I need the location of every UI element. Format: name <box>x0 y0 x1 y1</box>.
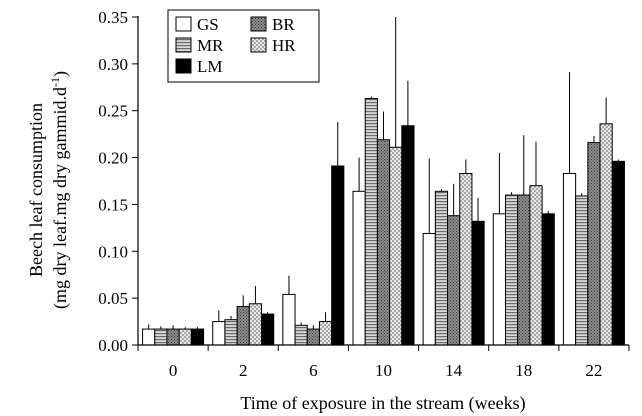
bar-lm-week-0 <box>190 328 205 346</box>
legend-label-mr: MR <box>197 36 224 55</box>
y-tick-label: 0.15 <box>98 195 128 214</box>
x-tick-label: 18 <box>515 361 532 380</box>
bar-gs-week-6 <box>282 293 296 346</box>
bar-br-week-22 <box>587 142 601 346</box>
x-tick-label: 0 <box>169 361 178 380</box>
x-tick-label: 22 <box>585 361 602 380</box>
bar-lm-week-6 <box>331 165 345 346</box>
y-axis-title: Beech leaf consumption (mg dry leaf.mg d… <box>26 71 71 309</box>
y-axis: 0.00 0.05 0.10 0.15 0.20 0.25 0.30 0.35 <box>98 8 138 355</box>
bar-lm-week-18 <box>541 213 555 346</box>
y-tick-label: 0.05 <box>98 289 128 308</box>
y-axis-title-line2: (mg dry leaf.mg dry gammid.d-1) <box>48 71 71 309</box>
legend-label-br: BR <box>272 15 295 34</box>
bar-hr-week-18 <box>529 185 543 346</box>
bar-br-week-2 <box>236 306 250 346</box>
y-tick-label: 0.20 <box>98 149 128 168</box>
bar-br-week-10 <box>376 139 391 346</box>
bar-gs-week-10 <box>352 190 366 346</box>
bar-gs-week-18 <box>492 213 506 346</box>
y-tick-label: 0.35 <box>98 8 128 27</box>
bar-mr-week-14 <box>434 190 449 346</box>
legend-label-gs: GS <box>197 15 219 34</box>
legend-swatch-gs <box>175 16 192 32</box>
bar-br-week-14 <box>447 215 461 346</box>
legend-label-hr: HR <box>272 36 296 55</box>
y-axis-title-line1: Beech leaf consumption <box>26 103 46 277</box>
bar-hr-week-6 <box>318 321 333 346</box>
bar-series <box>142 98 625 346</box>
bar-lm-week-2 <box>261 313 275 346</box>
bar-mr-week-10 <box>364 98 378 346</box>
x-axis-title: Time of exposure in the stream (weeks) <box>240 393 525 414</box>
bar-hr-week-14 <box>459 173 473 346</box>
bar-mr-week-18 <box>504 194 519 346</box>
legend-swatch-lm <box>175 58 192 74</box>
bar-gs-week-2 <box>212 321 226 346</box>
bar-hr-week-0 <box>178 328 192 346</box>
bar-mr-week-6 <box>294 324 308 346</box>
bar-hr-week-22 <box>599 123 613 346</box>
x-tick-label: 6 <box>309 361 318 380</box>
bar-hr-week-10 <box>389 146 403 346</box>
error-bars <box>148 17 619 330</box>
legend-swatch-mr <box>175 37 192 53</box>
y-tick-label: 0.10 <box>98 242 128 261</box>
bar-lm-week-10 <box>401 125 415 346</box>
x-tick-label: 10 <box>375 361 392 380</box>
x-tick-label: 14 <box>445 361 463 380</box>
bar-mr-week-22 <box>575 195 589 346</box>
y-tick-label: 0.00 <box>98 336 128 355</box>
legend-swatch-hr <box>250 37 267 53</box>
bar-gs-week-22 <box>562 173 577 346</box>
legend-label-lm: LM <box>197 57 223 76</box>
y-tick-label: 0.25 <box>98 102 128 121</box>
bar-lm-week-22 <box>611 160 625 346</box>
x-axis: 0 2 6 10 14 18 22 <box>137 345 630 380</box>
axes-lines <box>137 16 629 346</box>
bar-hr-week-2 <box>248 303 263 346</box>
bar-gs-week-0 <box>142 328 156 346</box>
bar-mr-week-0 <box>154 328 168 346</box>
y-tick-label: 0.30 <box>98 55 128 74</box>
bar-mr-week-2 <box>224 319 238 346</box>
bar-br-week-18 <box>517 194 531 346</box>
bar-lm-week-14 <box>471 220 485 346</box>
bar-br-week-6 <box>306 328 320 346</box>
legend-box <box>167 9 320 83</box>
y-axis-title-superscript: -1 <box>48 77 62 87</box>
bar-gs-week-14 <box>422 232 436 346</box>
x-tick-label: 2 <box>239 361 248 380</box>
bar-br-week-0 <box>166 328 180 346</box>
legend: GS BR MR HR LM <box>167 9 320 83</box>
legend-swatch-br <box>250 16 267 32</box>
